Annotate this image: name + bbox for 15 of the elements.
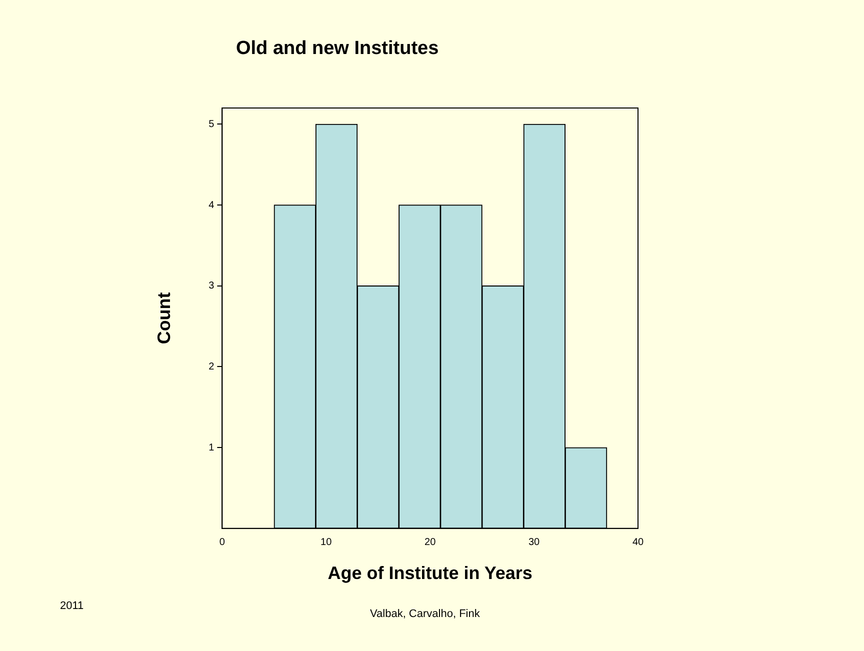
text: 2011 <box>60 600 84 612</box>
y-tick-label: 2 <box>208 361 215 372</box>
y-axis-title: Count <box>154 292 174 344</box>
y-tick-label: 4 <box>208 200 215 211</box>
x-tick-label: 30 <box>528 537 540 548</box>
x-tick-label: 10 <box>320 537 332 548</box>
y-tick-label: 1 <box>208 442 215 454</box>
chart-title: Old and new Institutes <box>236 38 439 60</box>
y-tick-label: 5 <box>208 118 215 130</box>
x-tick-label: 0 <box>219 537 226 548</box>
x-axis-title: Age of Institute in Years <box>328 563 532 584</box>
text: Valbak, Carvalho, Fink <box>370 608 480 620</box>
y-tick-label: 3 <box>208 280 215 292</box>
x-tick-label: 40 <box>632 537 644 548</box>
x-tick-label: 20 <box>424 537 436 548</box>
